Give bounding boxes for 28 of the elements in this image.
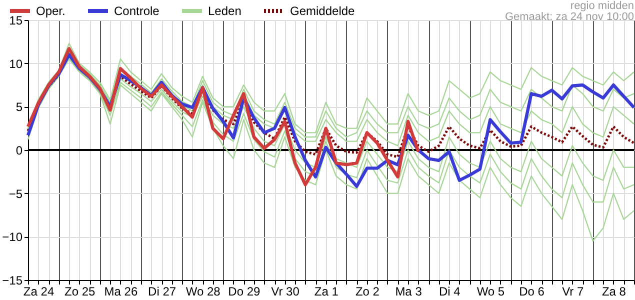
x-tick-label: Za 1 <box>314 284 339 298</box>
x-tick-label: Vr 30 <box>271 284 300 298</box>
y-tick-label: 15 <box>9 14 23 28</box>
y-tick-label: −5 <box>8 186 23 201</box>
x-tick-label: Do 29 <box>228 284 261 298</box>
x-tick-label: Za 24 <box>23 284 54 298</box>
legend-label: Gemiddelde <box>290 4 356 18</box>
y-tick-label: −10 <box>2 230 23 244</box>
y-tick-label: 10 <box>9 56 23 71</box>
x-tick-label: Wo 5 <box>476 284 505 298</box>
text: regio midden <box>570 0 634 12</box>
legend-label: Leden <box>208 4 242 18</box>
x-tick-label: Di 4 <box>438 284 461 298</box>
legend-label: Controle <box>114 4 160 18</box>
x-tick-label: Do 6 <box>519 284 545 298</box>
x-tick-label: Vr 7 <box>562 284 584 298</box>
x-tick-label: Wo 28 <box>186 284 221 298</box>
x-tick-label: Zo 2 <box>355 284 380 298</box>
x-tick-label: Zo 25 <box>64 284 96 298</box>
x-tick-label: Di 27 <box>148 284 176 298</box>
x-tick-label: Ma 3 <box>395 284 422 298</box>
annotation: Gemaakt: za 24 nov 10:00 <box>504 11 634 23</box>
y-tick-label: 5 <box>16 100 23 114</box>
legend-label: Oper. <box>36 4 66 18</box>
y-tick-label: 0 <box>16 144 23 158</box>
y-tick-label: −15 <box>2 274 23 288</box>
x-tick-label: Za 8 <box>602 284 626 298</box>
x-tick-label: Ma 26 <box>104 284 138 298</box>
